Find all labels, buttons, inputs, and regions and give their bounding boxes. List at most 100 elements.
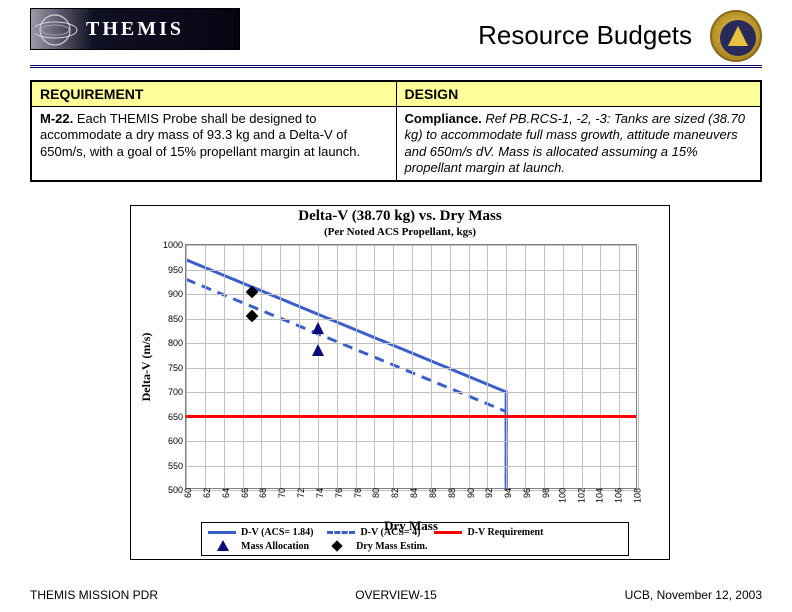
y-tick: 850 — [158, 314, 186, 324]
x-tick: 90 — [463, 488, 475, 498]
x-tick: 82 — [388, 488, 400, 498]
y-tick: 650 — [158, 412, 186, 422]
gridline-h — [186, 392, 636, 393]
gridline-v — [299, 245, 300, 488]
footer-right: UCB, November 12, 2003 — [625, 588, 762, 602]
gridline-h — [186, 441, 636, 442]
slide-number: OVERVIEW-15 — [355, 588, 437, 602]
requirement-body: Each THEMIS Probe shall be designed to a… — [40, 111, 360, 159]
gridline-v — [619, 245, 620, 488]
data-marker — [312, 322, 324, 334]
x-tick: 94 — [501, 488, 513, 498]
gridline-v — [243, 245, 244, 488]
y-axis-label-wrap: Delta-V (m/s) — [142, 245, 156, 488]
x-tick: 64 — [219, 488, 231, 498]
legend-item: Mass Allocation — [208, 539, 309, 553]
col-design: DESIGN — [396, 81, 761, 107]
y-tick: 700 — [158, 387, 186, 397]
x-tick: 98 — [539, 488, 551, 498]
requirement-line — [186, 415, 636, 418]
y-tick: 950 — [158, 265, 186, 275]
requirement-cell: M-22. Each THEMIS Probe shall be designe… — [31, 107, 396, 182]
x-tick: 88 — [445, 488, 457, 498]
legend-item: D-V Requirement — [434, 525, 543, 539]
gridline-v — [525, 245, 526, 488]
footer-left: THEMIS MISSION PDR — [30, 588, 158, 602]
gridline-v — [600, 245, 601, 488]
plot-area: Delta-V (m/s) Dry Mass 50055060065070075… — [185, 244, 637, 489]
delta-v-chart: Delta-V (38.70 kg) vs. Dry Mass (Per Not… — [130, 205, 670, 560]
legend-swatch-icon — [208, 539, 236, 553]
gridline-h — [186, 466, 636, 467]
requirement-table: REQUIREMENT DESIGN M-22. Each THEMIS Pro… — [30, 80, 762, 182]
y-axis-label: Delta-V (m/s) — [139, 332, 154, 401]
legend-label: Dry Mass Estim. — [356, 541, 427, 552]
slide-title: Resource Budgets — [478, 20, 692, 51]
x-tick: 100 — [555, 488, 567, 503]
gridline-h — [186, 245, 636, 246]
col-requirement: REQUIREMENT — [31, 81, 396, 107]
mission-badge-icon — [710, 10, 762, 62]
requirement-id: M-22. — [40, 111, 73, 126]
x-tick: 60 — [181, 488, 193, 498]
legend-item: D-V (ACS= 4) — [327, 525, 420, 539]
themis-logo: THEMIS — [30, 8, 240, 50]
chart-subtitle: (Per Noted ACS Propellant, kgs) — [131, 226, 669, 238]
gridline-h — [186, 343, 636, 344]
gridline-v — [224, 245, 225, 488]
legend-item: Dry Mass Estim. — [323, 539, 427, 553]
y-tick: 750 — [158, 363, 186, 373]
gridline-v — [356, 245, 357, 488]
data-marker — [312, 344, 324, 356]
chart-title: Delta-V (38.70 kg) vs. Dry Mass — [131, 208, 669, 225]
gridline-v — [431, 245, 432, 488]
gridline-v — [638, 245, 639, 488]
y-tick: 1000 — [158, 240, 186, 250]
legend-swatch-icon — [434, 525, 462, 539]
x-tick: 68 — [256, 488, 268, 498]
legend-label: D-V Requirement — [467, 527, 543, 538]
header: THEMIS Resource Budgets — [30, 8, 762, 68]
gridline-h — [186, 368, 636, 369]
footer: THEMIS MISSION PDR OVERVIEW-15 UCB, Nove… — [30, 588, 762, 602]
legend-item: D-V (ACS= 1.84) — [208, 525, 313, 539]
x-tick: 108 — [630, 488, 642, 503]
y-tick: 800 — [158, 338, 186, 348]
design-cell: Compliance. Ref PB.RCS-1, -2, -3: Tanks … — [396, 107, 761, 182]
legend-label: D-V (ACS= 1.84) — [241, 527, 313, 538]
slide-prefix: OVERVIEW- — [355, 588, 423, 602]
x-tick: 74 — [313, 488, 325, 498]
gridline-v — [280, 245, 281, 488]
table-row: M-22. Each THEMIS Probe shall be designe… — [31, 107, 761, 182]
gridline-v — [186, 245, 187, 488]
slide-num: 15 — [423, 588, 436, 602]
legend-swatch-icon — [327, 525, 355, 539]
legend-swatch-icon — [208, 525, 236, 539]
chart-legend: D-V (ACS= 1.84) D-V (ACS= 4) D-V Requireme… — [201, 522, 629, 556]
legend-label: D-V (ACS= 4) — [360, 527, 420, 538]
x-tick: 104 — [593, 488, 605, 503]
y-tick: 550 — [158, 461, 186, 471]
gridline-v — [487, 245, 488, 488]
x-tick: 80 — [369, 488, 381, 498]
gridline-v — [506, 245, 507, 488]
x-tick: 84 — [407, 488, 419, 498]
gridline-v — [469, 245, 470, 488]
x-tick: 66 — [237, 488, 249, 498]
gridline-v — [374, 245, 375, 488]
gridline-v — [205, 245, 206, 488]
x-tick: 76 — [332, 488, 344, 498]
x-tick: 92 — [482, 488, 494, 498]
gridline-v — [337, 245, 338, 488]
series-line — [186, 279, 506, 489]
y-tick: 600 — [158, 436, 186, 446]
gridline-v — [261, 245, 262, 488]
table-header-row: REQUIREMENT DESIGN — [31, 81, 761, 107]
x-tick: 62 — [200, 488, 212, 498]
compliance-label: Compliance. — [405, 111, 482, 126]
x-tick: 102 — [574, 488, 586, 503]
x-tick: 72 — [294, 488, 306, 498]
gridline-v — [544, 245, 545, 488]
gridline-v — [412, 245, 413, 488]
x-tick: 78 — [350, 488, 362, 498]
